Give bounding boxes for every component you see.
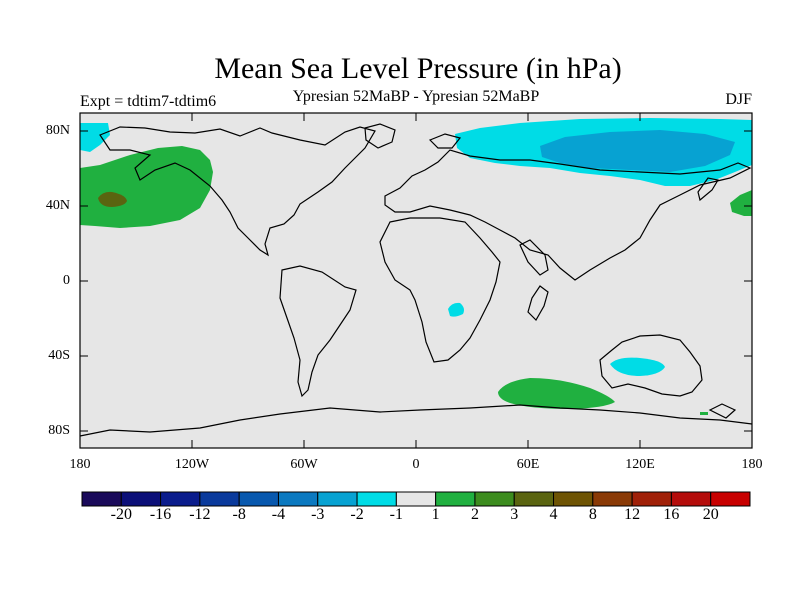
colorbar-swatch (631, 491, 672, 507)
experiment-label: Expt = tdtim7-tdtim6 (80, 93, 217, 110)
northwest-negative-region (80, 123, 110, 152)
lon-label-60w: 60W (290, 457, 318, 472)
colorbar-swatch (710, 491, 751, 507)
colorbar-label: -20 (110, 506, 132, 523)
lat-label-40n: 40N (45, 198, 70, 213)
colorbar-label: -1 (389, 506, 403, 523)
east-edge-positive-region (730, 190, 752, 216)
africa-coast (379, 217, 501, 363)
experiment-period-subtitle: Ypresian 52MaBP - Ypresian 52MaBP (292, 88, 540, 105)
colorbar-label: -12 (189, 506, 211, 523)
axis-ticks (80, 113, 752, 448)
australia-coast (599, 334, 703, 397)
colorbar-swatch (238, 491, 279, 507)
colorbar-swatch (513, 491, 555, 507)
colorbar-swatch (160, 491, 201, 507)
north-america-coast (99, 126, 376, 257)
colorbar-swatch (592, 491, 633, 507)
lat-label-80n: 80N (45, 123, 70, 138)
japan-coast (697, 177, 719, 202)
india-coast (519, 239, 549, 276)
europe-asia-coast (384, 149, 752, 281)
lat-label-40s: 40S (48, 348, 70, 363)
small-positive-patch (700, 412, 708, 415)
colorbar-swatch (120, 491, 162, 507)
lon-label-180e: 180 (741, 457, 763, 472)
colorbar-label: -2 (350, 506, 364, 523)
colorbar-swatch (356, 491, 397, 507)
lon-label-0: 0 (412, 457, 420, 472)
lon-label-120w: 120W (174, 457, 210, 472)
greenland-coast (364, 123, 396, 149)
africa-negative-region (448, 302, 464, 317)
colorbar-swatch (553, 491, 594, 507)
colorbar-label: 4 (549, 506, 558, 523)
southern-ocean-positive-region (498, 378, 615, 409)
colorbar-label: -8 (232, 506, 246, 523)
coastlines (79, 123, 753, 437)
lat-label-0: 0 (63, 273, 70, 288)
lat-label-80s: 80S (48, 423, 70, 438)
south-america-coast (279, 265, 357, 398)
anomaly-fields (80, 118, 752, 415)
lon-label-120e: 120E (625, 457, 655, 472)
colorbar-swatch (81, 491, 122, 507)
arctic-island-coast (428, 133, 462, 149)
colorbar-label: 2 (470, 506, 479, 523)
colorbar (81, 491, 751, 507)
colorbar-label: -3 (311, 506, 325, 523)
colorbar-label: -4 (271, 506, 286, 523)
australia-negative-region (610, 357, 665, 376)
season-label: DJF (725, 91, 752, 108)
colorbar-label: -16 (149, 506, 172, 523)
north-pacific-positive-core (98, 191, 127, 207)
eurasia-negative-core (540, 130, 735, 172)
lon-label-180w: 180 (69, 457, 91, 472)
colorbar-label: 20 (702, 506, 719, 523)
madagascar-coast (527, 285, 549, 321)
colorbar-label: 1 (431, 506, 440, 523)
page-title: Mean Sea Level Pressure (in hPa) (214, 52, 622, 85)
colorbar-label: 3 (510, 506, 519, 523)
colorbar-swatch (395, 491, 437, 507)
north-pacific-positive-region (80, 146, 213, 228)
colorbar-swatch (277, 491, 319, 507)
colorbar-label: 8 (588, 506, 597, 523)
new-zealand-coast (708, 403, 737, 419)
colorbar-label: 16 (663, 506, 680, 523)
colorbar-swatch (435, 491, 476, 507)
colorbar-swatch (199, 491, 240, 507)
antarctica-coast (79, 404, 753, 437)
colorbar-swatch (317, 491, 358, 507)
colorbar-swatch (670, 491, 712, 507)
colorbar-label: 12 (624, 506, 641, 523)
colorbar-swatch (474, 491, 515, 507)
lon-label-60e: 60E (516, 457, 540, 472)
